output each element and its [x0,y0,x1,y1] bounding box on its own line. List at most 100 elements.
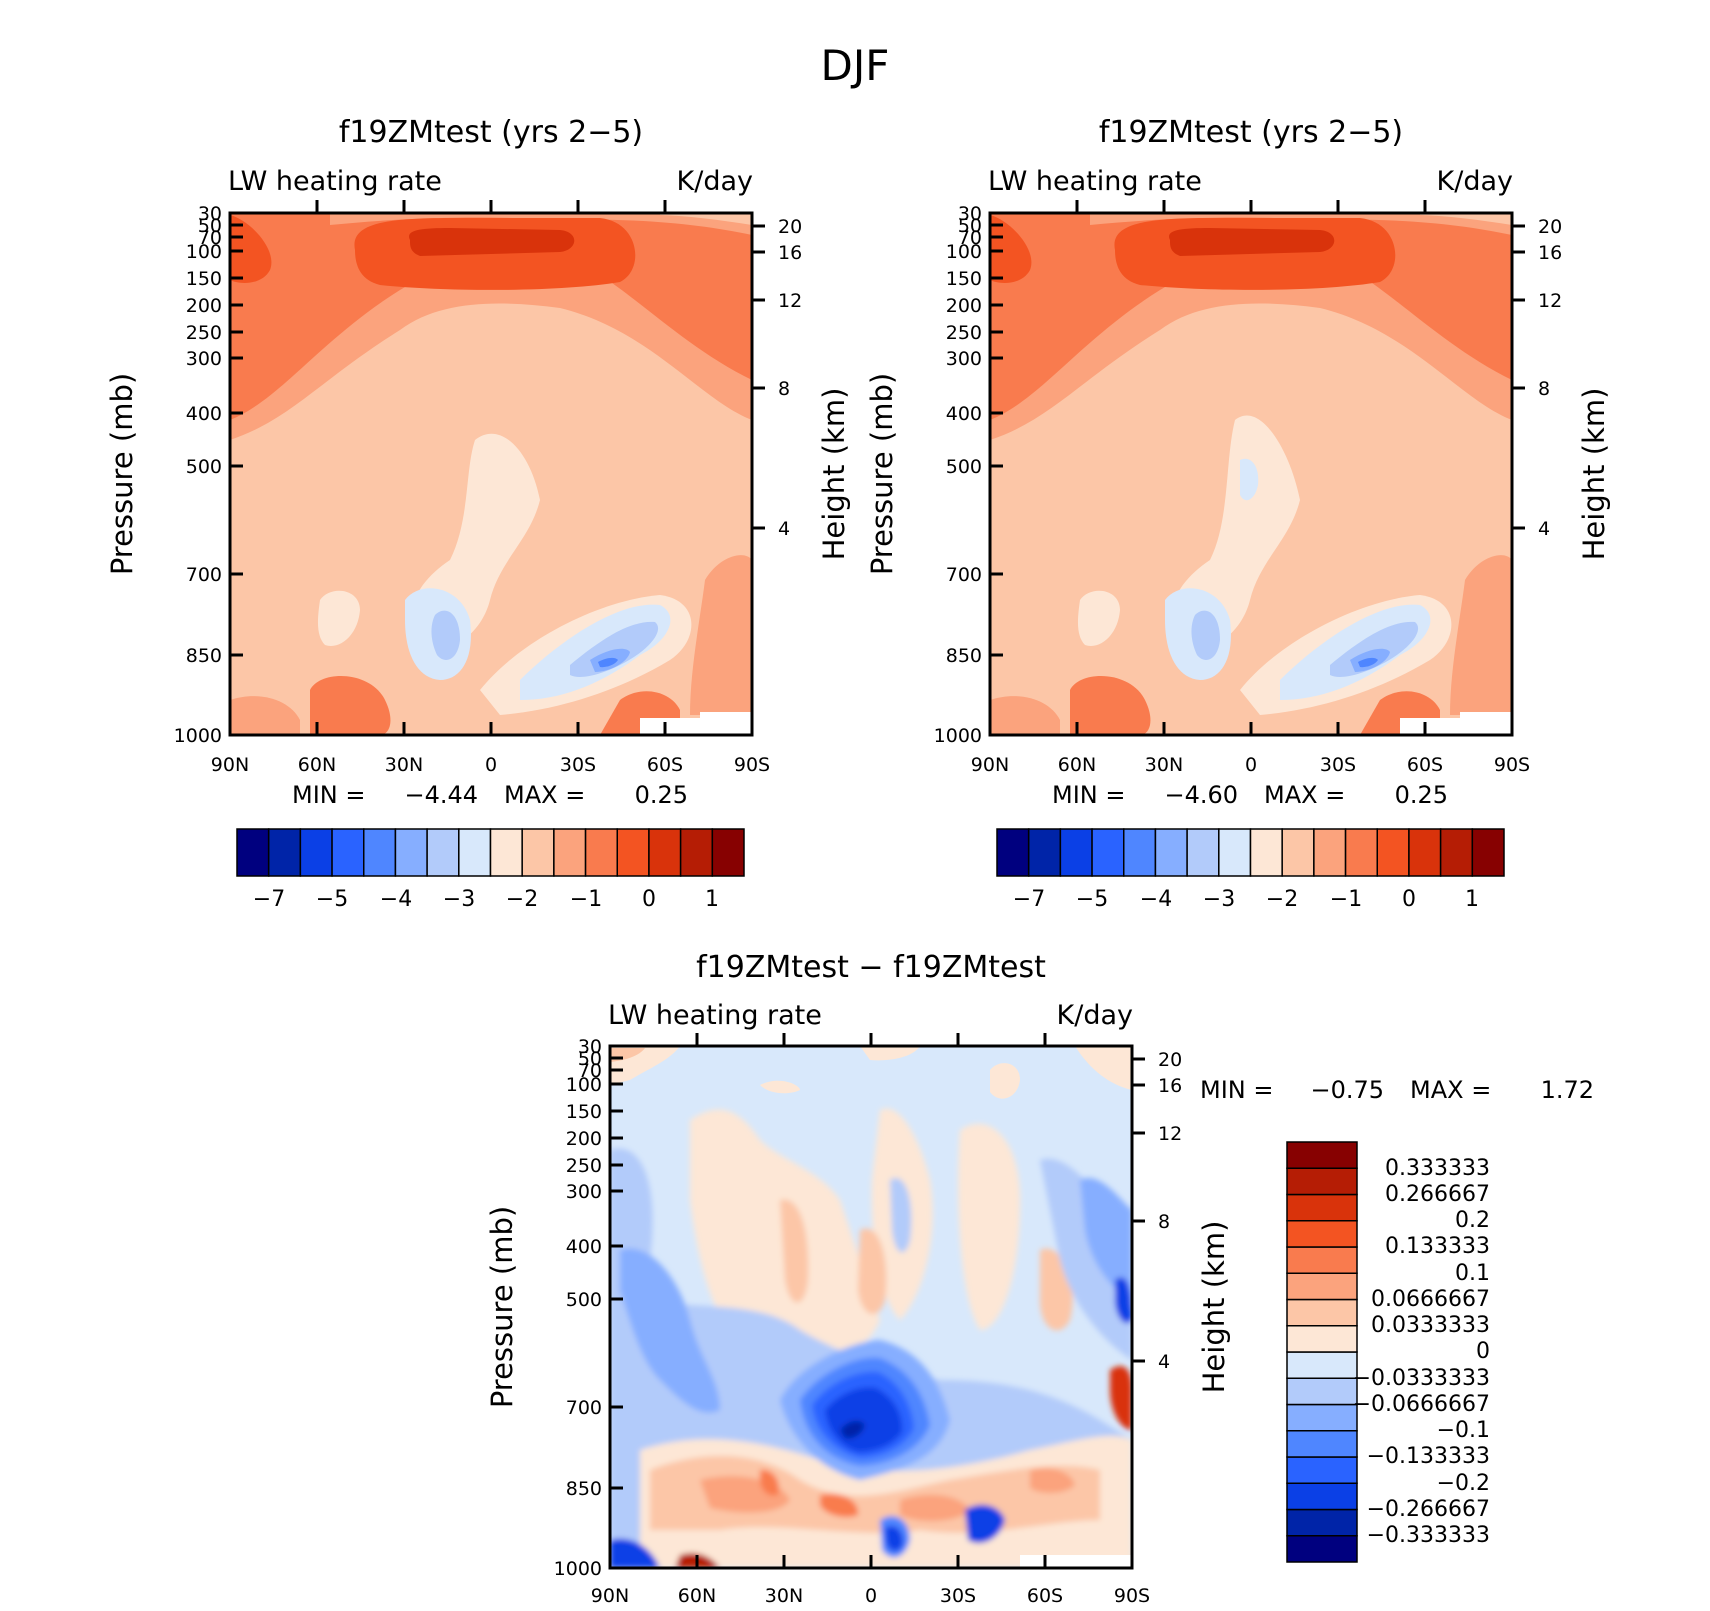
panel-2-min-label: MIN = [1052,781,1125,809]
panel-3-ytick-100: 100 [566,1074,602,1096]
panel-3-ytick-50: 50 [578,1048,602,1070]
panel-3-ytick-700: 700 [566,1397,602,1419]
panel-3-ytick-400: 400 [566,1236,602,1258]
panel-3-xtick-30s: 30S [940,1585,976,1607]
panel-3-cbar-label-2: 0.2 [1455,1208,1490,1233]
panel-2-ytick-1000: 1000 [934,725,982,747]
colorbar-swatch [1344,828,1378,877]
panel-3-cbar-label-14: −0.333333 [1367,1523,1490,1548]
panel-2-cbar-label-m4: −4 [1140,887,1172,912]
colorbar-swatch [1186,828,1220,877]
panel-3-ytick-1000: 1000 [554,1558,602,1580]
colorbar-swatch [426,828,460,877]
colorbar-swatch [394,828,428,877]
panel-2-rtick-16: 16 [1538,242,1562,264]
panel-3-cbar-label-1: 0.266667 [1385,1182,1490,1207]
panel-2: f19ZMtest (yrs 2−5) LW heating rate K/da… [865,115,1611,912]
panel-1-rtick-12: 12 [778,290,802,312]
panel-3-cbar-label-0: 0.333333 [1385,1156,1490,1181]
panel-1-cbar-label-m1: −1 [570,887,602,912]
panel-1-ytick-400: 400 [186,403,222,425]
panel-3-ytick-150: 150 [566,1101,602,1123]
panel-3-right-axis-label: Height (km) [1197,1221,1231,1394]
panel-1-cbar-label-0: 0 [642,887,656,912]
colorbar-swatch [1286,1377,1358,1406]
panel-1-ytick-70: 70 [198,227,222,249]
panel-3-ytick-250: 250 [566,1155,602,1177]
colorbar-swatch [299,828,333,877]
panel-3-cbar-label-13: −0.266667 [1367,1497,1490,1522]
colorbar-swatch [1286,1508,1358,1537]
panel-3-y-ticks: 30 50 70 100 150 200 250 300 400 500 700… [554,1036,602,1580]
panel-1-ytick-500: 500 [186,456,222,478]
panel-3-cbar-label-12: −0.2 [1437,1471,1490,1496]
colorbar-swatch [1123,828,1157,877]
colorbar-swatch [1286,1167,1358,1196]
panel-2-min-value: −4.60 [1164,781,1238,809]
panel-1-max-value: 0.25 [635,781,688,809]
panel-3-xtick-0: 0 [865,1585,877,1607]
panel-2-cbar-label-0: 0 [1402,887,1416,912]
panel-1-subtitle-left: LW heating rate [228,166,442,197]
panel-3-cbar-label-8: −0.0333333 [1353,1366,1490,1391]
panel-1-ytick-100: 100 [186,241,222,263]
panel-3-max-value: 1.72 [1541,1076,1594,1104]
colorbar-swatch [1281,828,1315,877]
panel-3-ytick-70: 70 [578,1060,602,1082]
colorbar-swatch [236,828,270,877]
panel-1-cbar-label-m4: −4 [380,887,412,912]
panel-2-max-label: MAX = [1264,781,1345,809]
colorbar-swatch [1471,828,1505,877]
panel-1-ytick-200: 200 [186,295,222,317]
panel-1-title: f19ZMtest (yrs 2−5) [339,115,643,150]
panel-2-rtick-4: 4 [1538,518,1550,540]
colorbar-swatch [553,828,587,877]
panel-1-x-ticks: 90N 60N 30N 0 30S 60S 90S [211,754,770,776]
panel-3-rtick-20: 20 [1158,1049,1182,1071]
panel-3-ytick-200: 200 [566,1128,602,1150]
panel-3-rtick-16: 16 [1158,1075,1182,1097]
panel-1-ytick-250: 250 [186,322,222,344]
panel-2-ytick-50: 50 [958,215,982,237]
colorbar-swatch [1154,828,1188,877]
panel-3-title: f19ZMtest − f19ZMtest [696,950,1046,985]
colorbar-swatch [1286,1403,1358,1432]
panel-2-xtick-90n: 90N [971,754,1009,776]
panel-1-ytick-150: 150 [186,268,222,290]
panel-1-rtick-20: 20 [778,216,802,238]
panel-2-right-ticks: 20 16 12 8 4 [1538,216,1562,540]
panel-2-minmax: MIN = −4.60 MAX = 0.25 [1052,781,1448,809]
panel-3-colorbar-labels: 0.333333 0.266667 0.2 0.133333 0.1 0.066… [1353,1156,1490,1548]
panel-3-axis-ticks [610,1033,1145,1568]
panel-2-ytick-200: 200 [946,295,982,317]
colorbar-swatch [996,828,1030,877]
panel-1-xtick-0: 0 [485,754,497,776]
panel-1-rtick-16: 16 [778,242,802,264]
panel-3-cbar-label-4: 0.1 [1455,1261,1490,1286]
panel-2-rtick-20: 20 [1538,216,1562,238]
panel-3-ytick-500: 500 [566,1289,602,1311]
panel-1-ytick-1000: 1000 [174,725,222,747]
colorbar-swatch [648,828,682,877]
panel-3-contour-field [610,1046,1132,1568]
colorbar-swatch [331,828,365,877]
panel-1-ytick-50: 50 [198,215,222,237]
panel-3-minmax: MIN = −0.75 MAX = 1.72 [1200,1076,1594,1104]
colorbar-swatch [1218,828,1252,877]
panel-3-xtick-60n: 60N [678,1585,716,1607]
panel-3-cbar-label-9: −0.0666667 [1353,1392,1490,1417]
panel-3-colorbar [1286,1141,1358,1563]
panel-3-cbar-label-3: 0.133333 [1385,1234,1490,1259]
panel-3-rtick-8: 8 [1158,1211,1170,1233]
panel-3-cbar-label-7: 0 [1476,1339,1490,1364]
panel-1-ytick-300: 300 [186,348,222,370]
colorbar-swatch [1286,1325,1358,1353]
colorbar-swatch [1286,1430,1358,1458]
panel-3-ytick-30: 30 [578,1036,602,1058]
colorbar-swatch [1286,1220,1358,1248]
panel-2-contour-field [990,213,1512,735]
panel-1-ytick-30: 30 [198,203,222,225]
panel-2-colorbar-labels: −7 −5 −4 −3 −2 −1 0 1 [1013,887,1479,912]
colorbar-swatch [1091,828,1125,877]
colorbar-swatch [521,828,555,877]
